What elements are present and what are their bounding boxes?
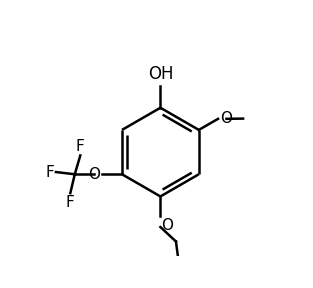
Text: O: O: [88, 167, 100, 182]
Text: O: O: [220, 111, 232, 126]
Text: F: F: [66, 195, 75, 210]
Text: F: F: [45, 164, 54, 179]
Text: F: F: [76, 139, 85, 154]
Text: OH: OH: [148, 65, 173, 83]
Text: O: O: [162, 218, 173, 233]
